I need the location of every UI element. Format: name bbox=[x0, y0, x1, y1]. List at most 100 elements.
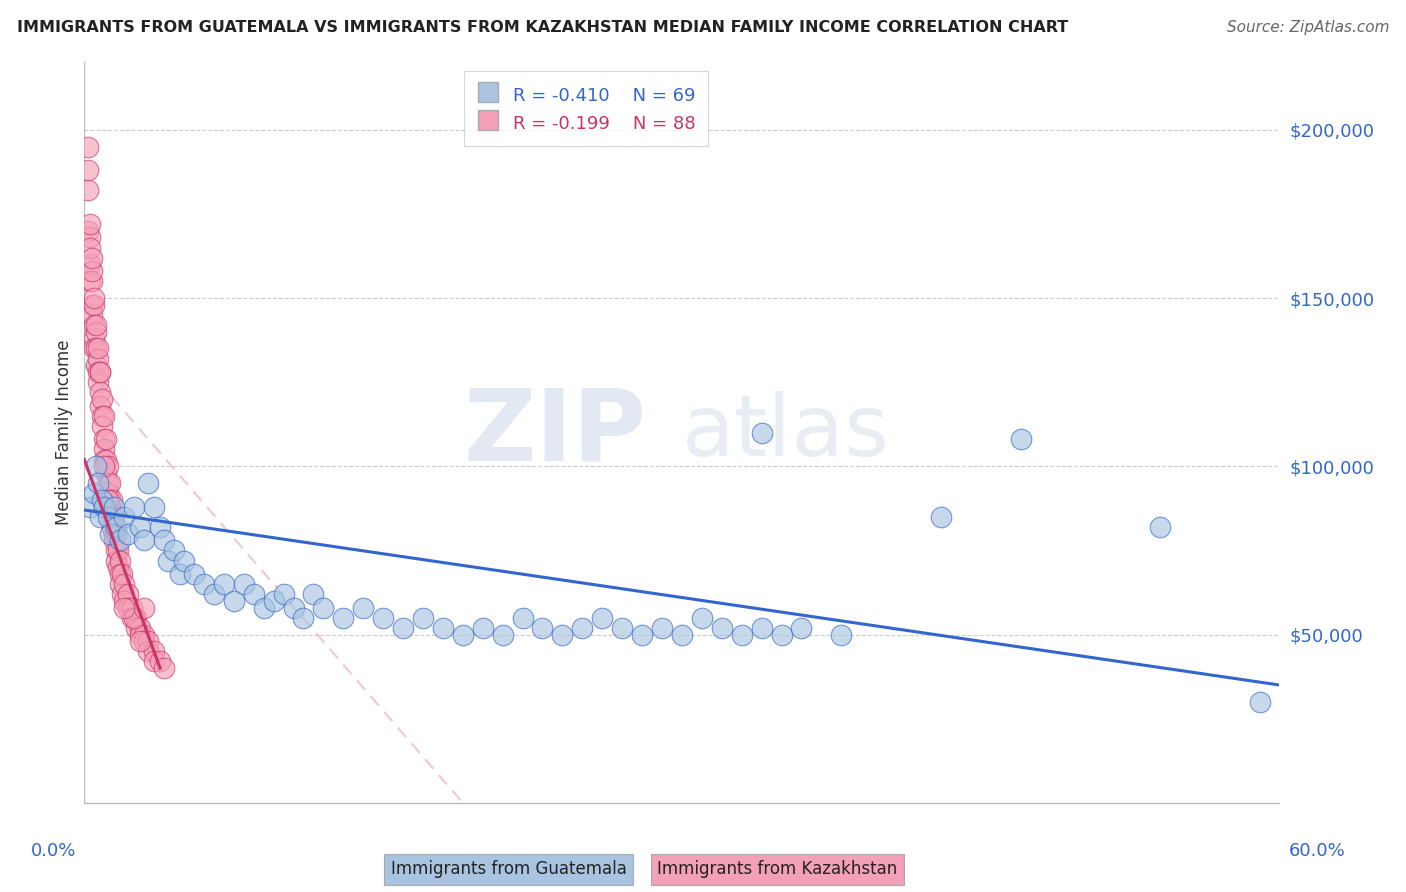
Point bbox=[149, 520, 172, 534]
Point bbox=[1010, 433, 1032, 447]
Point bbox=[98, 476, 121, 491]
Point bbox=[591, 610, 613, 624]
Point bbox=[103, 533, 125, 548]
Point bbox=[82, 264, 104, 278]
Point bbox=[352, 600, 374, 615]
Point bbox=[110, 553, 132, 567]
Point bbox=[97, 476, 120, 491]
Point bbox=[117, 587, 139, 601]
Point bbox=[136, 476, 159, 491]
Point bbox=[89, 365, 111, 379]
Point bbox=[83, 486, 105, 500]
Point bbox=[193, 577, 215, 591]
Text: atlas: atlas bbox=[682, 391, 890, 475]
Point bbox=[89, 385, 111, 400]
Point bbox=[551, 627, 574, 641]
Legend: R = -0.410    N = 69, R = -0.199    N = 88: R = -0.410 N = 69, R = -0.199 N = 88 bbox=[464, 71, 709, 145]
Point bbox=[98, 500, 121, 514]
Point bbox=[112, 600, 135, 615]
Point bbox=[292, 610, 315, 624]
Point bbox=[82, 298, 104, 312]
Point bbox=[929, 509, 952, 524]
Point bbox=[169, 566, 191, 581]
Point bbox=[96, 466, 118, 480]
Point bbox=[332, 610, 354, 624]
Point bbox=[97, 486, 120, 500]
Text: Immigrants from Guatemala: Immigrants from Guatemala bbox=[391, 861, 627, 879]
Point bbox=[631, 627, 654, 641]
Point bbox=[242, 587, 264, 601]
Point bbox=[232, 577, 254, 591]
Point bbox=[86, 459, 108, 474]
Point bbox=[103, 500, 125, 514]
Point bbox=[101, 492, 124, 507]
Text: IMMIGRANTS FROM GUATEMALA VS IMMIGRANTS FROM KAZAKHSTAN MEDIAN FAMILY INCOME COR: IMMIGRANTS FROM GUATEMALA VS IMMIGRANTS … bbox=[17, 20, 1069, 35]
Point bbox=[110, 533, 132, 548]
Point bbox=[129, 627, 152, 641]
Point bbox=[710, 621, 733, 635]
Point bbox=[153, 533, 176, 548]
Point bbox=[770, 627, 793, 641]
Point bbox=[212, 577, 235, 591]
Text: Immigrants from Kazakhstan: Immigrants from Kazakhstan bbox=[658, 861, 897, 879]
Point bbox=[117, 526, 139, 541]
Point bbox=[202, 587, 225, 601]
Point bbox=[163, 543, 186, 558]
Point bbox=[132, 634, 156, 648]
Point bbox=[253, 600, 276, 615]
Point bbox=[87, 375, 110, 389]
Point bbox=[173, 553, 195, 567]
Point bbox=[77, 163, 100, 178]
Point bbox=[132, 600, 156, 615]
Point bbox=[111, 587, 134, 601]
Point bbox=[89, 509, 111, 524]
Point bbox=[122, 500, 145, 514]
Point bbox=[129, 621, 152, 635]
Point bbox=[110, 566, 132, 581]
Point bbox=[690, 610, 713, 624]
Point bbox=[91, 492, 114, 507]
Point bbox=[512, 610, 534, 624]
Point bbox=[79, 274, 101, 288]
Point bbox=[132, 627, 156, 641]
Point bbox=[612, 621, 634, 635]
Point bbox=[143, 644, 166, 658]
Point bbox=[107, 543, 129, 558]
Point bbox=[153, 661, 176, 675]
Point bbox=[373, 610, 395, 624]
Point bbox=[79, 240, 101, 255]
Point bbox=[121, 610, 143, 624]
Point bbox=[263, 594, 285, 608]
Point bbox=[183, 566, 205, 581]
Point bbox=[132, 533, 156, 548]
Point bbox=[77, 183, 100, 197]
Point bbox=[136, 644, 159, 658]
Point bbox=[82, 251, 104, 265]
Point bbox=[98, 526, 121, 541]
Point bbox=[101, 520, 124, 534]
Point bbox=[82, 308, 104, 322]
Point bbox=[751, 621, 773, 635]
Point bbox=[122, 610, 145, 624]
Text: 0.0%: 0.0% bbox=[31, 842, 76, 860]
Point bbox=[112, 509, 135, 524]
Point bbox=[571, 621, 593, 635]
Point bbox=[129, 634, 152, 648]
Point bbox=[143, 500, 166, 514]
Point bbox=[101, 509, 124, 524]
Point bbox=[96, 433, 118, 447]
Point bbox=[79, 217, 101, 231]
Point bbox=[531, 621, 554, 635]
Point bbox=[671, 627, 693, 641]
Point bbox=[283, 600, 305, 615]
Point bbox=[79, 230, 101, 244]
Point bbox=[117, 600, 139, 615]
Point bbox=[1149, 520, 1171, 534]
Point bbox=[93, 452, 115, 467]
Point bbox=[83, 318, 105, 332]
Point bbox=[112, 577, 135, 591]
Point bbox=[87, 476, 110, 491]
Point bbox=[273, 587, 295, 601]
Point bbox=[432, 621, 454, 635]
Point bbox=[101, 520, 124, 534]
